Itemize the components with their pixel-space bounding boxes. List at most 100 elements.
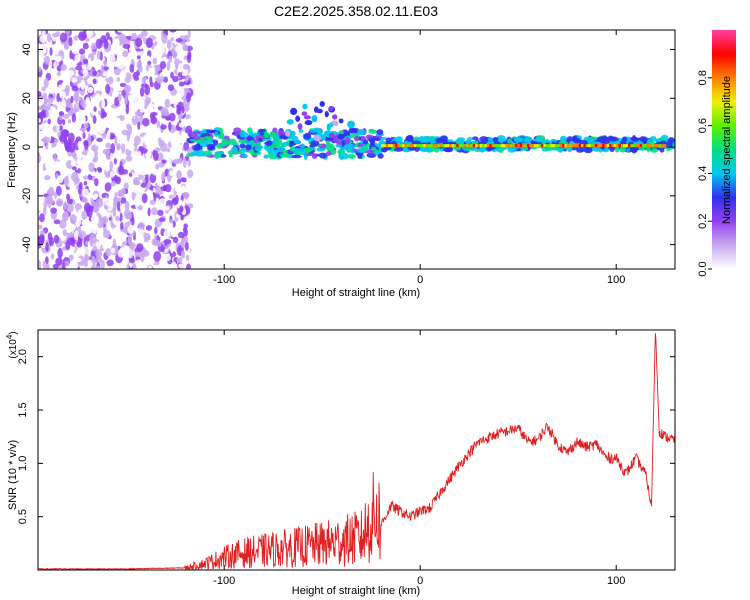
noise-blob <box>128 124 133 136</box>
colorbar <box>712 30 736 269</box>
signal-blob <box>194 134 199 141</box>
noise-blob <box>177 178 182 185</box>
noise-blob <box>110 49 116 57</box>
noise-blob <box>56 92 61 103</box>
noise-blob <box>145 37 153 49</box>
noise-blob <box>72 262 79 269</box>
signal-core-cell <box>552 144 556 148</box>
noise-blob <box>109 66 114 73</box>
noise-blob <box>53 234 60 244</box>
signal-blob <box>377 153 384 159</box>
noise-blob <box>152 65 156 76</box>
signal-core-cell <box>512 144 516 148</box>
signal-core-cell <box>637 144 641 148</box>
noise-blob <box>176 186 183 197</box>
signal-blob <box>193 143 201 151</box>
signal-blob <box>233 127 242 134</box>
noise-blob <box>161 172 166 182</box>
noise-blob <box>163 43 167 48</box>
signal-blob <box>335 144 343 148</box>
signal-core-cell <box>446 144 450 148</box>
noise-blob <box>105 153 110 160</box>
noise-blob <box>71 158 76 167</box>
noise-blob <box>123 182 129 191</box>
noise-blob <box>183 132 189 138</box>
stray-blob <box>345 137 350 145</box>
signal-core-cell <box>416 144 420 148</box>
signal-blob <box>506 138 513 144</box>
signal-core-cell <box>418 144 422 148</box>
signal-blob <box>393 147 404 152</box>
noise-blob <box>182 63 190 70</box>
noise-blob <box>134 251 142 257</box>
noise-blob <box>83 175 89 180</box>
signal-blob <box>238 139 248 144</box>
noise-blob <box>186 92 191 103</box>
noise-blob <box>170 140 178 146</box>
noise-blob <box>78 48 86 55</box>
noise-blob <box>131 191 136 201</box>
noise-blob <box>66 70 75 77</box>
noise-blob <box>82 58 89 65</box>
noise-blob <box>132 157 138 167</box>
noise-blob <box>121 124 127 130</box>
signal-blob <box>362 139 369 145</box>
signal-blob <box>583 146 593 154</box>
signal-blob <box>239 143 246 149</box>
noise-blob <box>75 217 82 227</box>
signal-blob <box>357 154 363 159</box>
noise-blob <box>87 133 92 144</box>
noise-blob <box>68 36 73 47</box>
signal-core-cell <box>660 144 664 148</box>
signal-blob <box>302 147 313 152</box>
noise-blob <box>124 200 130 212</box>
noise-blob <box>112 61 120 68</box>
noise-blob <box>70 214 77 224</box>
noise-blob <box>170 243 174 254</box>
signal-blob <box>375 137 381 141</box>
signal-blob <box>270 142 281 148</box>
chart-title: C2E2.2025.358.02.11.E03 <box>274 3 438 19</box>
noise-blob <box>97 167 103 173</box>
noise-blob <box>146 55 151 61</box>
signal-core-cell <box>439 144 443 148</box>
noise-blob <box>80 79 86 91</box>
y-tick-label: 2.0 <box>17 349 29 364</box>
x-tick-label: -100 <box>213 274 235 286</box>
noise-blob <box>62 113 70 119</box>
noise-blob <box>78 249 84 256</box>
noise-blob <box>177 62 184 73</box>
noise-blob <box>62 168 67 177</box>
noise-blob <box>53 191 58 199</box>
signal-core-cell <box>533 144 537 148</box>
stray-blob <box>297 123 303 130</box>
noise-blob <box>153 250 162 262</box>
noise-blob <box>161 220 166 231</box>
noise-blob <box>119 115 125 122</box>
signal-core-cell <box>383 144 387 148</box>
noise-blob <box>73 257 82 263</box>
signal-blob <box>664 141 673 149</box>
noise-blob <box>169 219 174 224</box>
noise-blob <box>73 230 80 241</box>
noise-blob <box>74 203 82 211</box>
noise-blob <box>61 98 66 110</box>
signal-blob <box>203 136 213 140</box>
noise-blob <box>181 184 186 194</box>
signal-core-cell <box>519 144 523 148</box>
signal-core-cell <box>557 144 561 148</box>
noise-blob <box>142 117 150 127</box>
x-tick-label: 0 <box>417 274 423 286</box>
noise-blob <box>184 199 192 204</box>
signal-blob <box>272 127 278 134</box>
noise-blob <box>185 254 190 261</box>
signal-core-cell <box>569 144 573 148</box>
signal-blob <box>365 134 373 139</box>
noise-blob <box>92 78 97 85</box>
signal-core-cell <box>529 144 533 148</box>
signal-core-cell <box>489 144 493 148</box>
noise-blob <box>100 64 104 75</box>
noise-blob <box>39 213 45 223</box>
signal-blob <box>269 132 278 138</box>
signal-core-cell <box>409 144 413 148</box>
